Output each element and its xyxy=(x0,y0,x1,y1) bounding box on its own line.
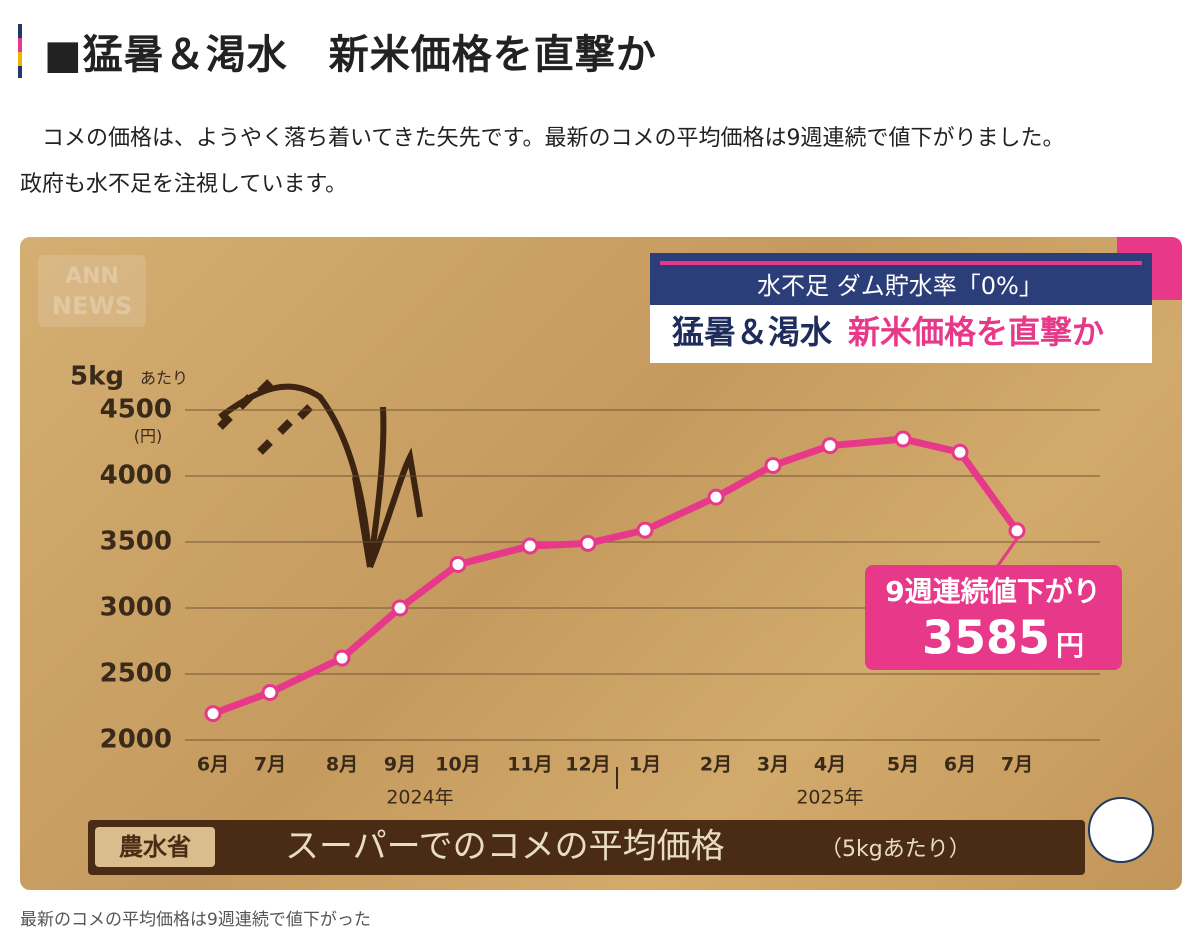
price-point xyxy=(1008,522,1026,540)
x-tick-label: 7月 xyxy=(1001,754,1033,776)
caption: 最新のコメの平均価格は9週連続で値下がった xyxy=(20,910,371,930)
stripe xyxy=(18,24,22,38)
price-point xyxy=(579,534,597,552)
price-point xyxy=(636,521,654,539)
logo-box xyxy=(38,255,146,327)
price-point xyxy=(821,437,839,455)
x-tick-label: 4月 xyxy=(814,754,846,776)
x-tick-label: 8月 xyxy=(326,754,358,776)
y-tick-label: 4000 xyxy=(100,461,172,491)
y-tick-label: 2000 xyxy=(100,725,172,755)
annotation-unit: 円 xyxy=(1056,629,1084,662)
logo: ANN NEWS xyxy=(38,255,146,327)
y-tick-label: 3500 xyxy=(100,527,172,557)
y-tick-label: 4500 xyxy=(100,395,172,425)
year-label: 2024年 xyxy=(386,787,453,809)
badge-text: 水不足 ダム貯水率「0%」 xyxy=(757,272,1043,300)
price-point xyxy=(894,430,912,448)
footer-bar xyxy=(88,820,1085,875)
price-point xyxy=(204,705,222,723)
y-tick-label: 2500 xyxy=(100,659,172,689)
price-point xyxy=(391,599,409,617)
image-button[interactable] xyxy=(1088,797,1154,863)
x-tick-label: 12月 xyxy=(565,754,610,776)
x-tick-label: 11月 xyxy=(507,754,552,776)
footer-title: スーパーでのコメの平均価格 xyxy=(285,827,725,867)
logo-text: ANN xyxy=(65,264,119,289)
chart-image: ANN NEWS 水不足 ダム貯水率「0%」 猛暑＆渇水 新米価格を直撃か 農水… xyxy=(20,237,1182,890)
x-tick-label: 3月 xyxy=(757,754,789,776)
price-point xyxy=(764,456,782,474)
source-box xyxy=(95,827,215,867)
y-axis-label: あたり xyxy=(140,369,188,388)
annotation-box xyxy=(865,565,1122,670)
x-tick-label: 5月 xyxy=(887,754,919,776)
heading: ■猛暑＆渇水 新米価格を直撃か xyxy=(44,32,657,78)
stripe xyxy=(18,52,22,66)
price-point xyxy=(707,488,725,506)
y-axis-unit: (円) xyxy=(134,427,163,446)
x-tick-label: 6月 xyxy=(197,754,229,776)
x-tick-label: 2月 xyxy=(700,754,732,776)
footer-note: （5kgあたり） xyxy=(820,837,971,862)
badge-bottom xyxy=(650,305,1152,363)
x-tick-label: 9月 xyxy=(384,754,416,776)
badge-text: 新米価格を直撃か xyxy=(848,313,1104,351)
rice-plant xyxy=(217,379,423,569)
stripe xyxy=(18,38,22,52)
x-tick-label: 1月 xyxy=(629,754,661,776)
y-axis-label: 5kg xyxy=(70,362,124,392)
price-line xyxy=(209,435,1021,718)
paragraph: 政府も水不足を注視しています。 xyxy=(20,172,348,197)
annotation: 9週連続値下がり xyxy=(885,575,1100,608)
paragraph: コメの価格は、ようやく落ち着いてきた矢先です。最新のコメの平均価格は9週連続で値… xyxy=(20,126,1065,151)
annotation-value: 3585 xyxy=(922,611,1050,665)
chart: ANN NEWS 水不足 ダム貯水率「0%」 猛暑＆渇水 新米価格を直撃か 農水… xyxy=(38,237,1182,875)
x-tick-label: 7月 xyxy=(254,754,286,776)
logo-text: NEWS xyxy=(52,292,132,320)
x-tick-label: 10月 xyxy=(435,754,480,776)
x-tick-label: 6月 xyxy=(944,754,976,776)
price-point xyxy=(521,537,539,555)
source: 農水省 xyxy=(119,833,191,861)
price-point xyxy=(449,555,467,573)
badge-line xyxy=(660,261,1142,265)
y-tick-label: 3000 xyxy=(100,593,172,623)
price-point xyxy=(333,649,351,667)
badge-text: 猛暑＆渇水 xyxy=(672,313,833,351)
annotation-leader xyxy=(995,537,1019,568)
stripe xyxy=(18,66,22,78)
price-point xyxy=(261,683,279,701)
price-point xyxy=(951,443,969,461)
year-label: 2025年 xyxy=(796,787,863,809)
